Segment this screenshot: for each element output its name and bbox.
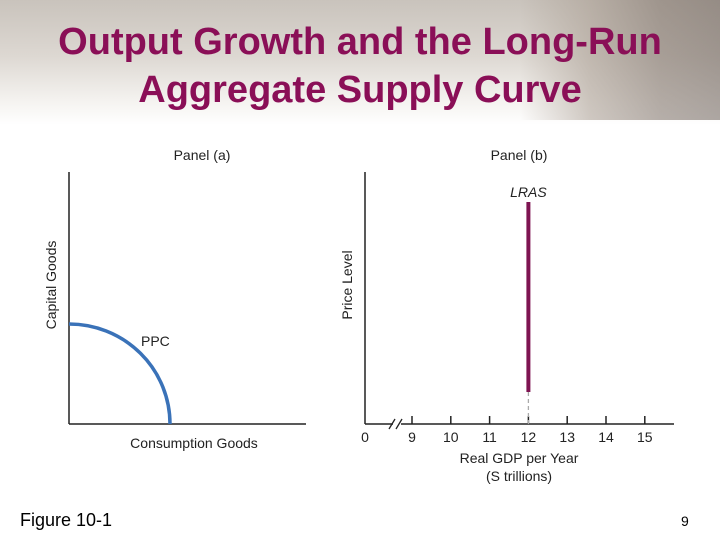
panel-a: Panel (a) Capital Goods Consumption Good… [43,147,306,451]
page-number: 9 [681,513,689,529]
axis-break-mark-1 [388,418,396,430]
panel-a-x-label: Consumption Goods [130,435,258,451]
header-photo [520,0,720,120]
ppc-curve [68,322,172,425]
x-tick-label: 13 [559,429,575,445]
x-tick-label: 10 [443,429,459,445]
panel-b-title: Panel (b) [491,147,548,163]
panel-b-y-label: Price Level [339,250,355,319]
x-axis-ticks: 9 10 11 12 13 14 15 [408,416,653,445]
panel-b: Panel (b) Price Level 0 9 10 11 12 13 14 15 LR… [339,147,674,484]
panel-a-title: Panel (a) [174,147,231,163]
x-tick-label: 9 [408,429,416,445]
x-tick-label: 14 [598,429,614,445]
panel-a-y-label: Capital Goods [43,241,59,330]
ppc-label: PPC [141,333,170,349]
figure-label: Figure 10-1 [20,510,113,530]
axis-break-mark-2 [395,418,403,430]
origin-label: 0 [361,429,369,445]
slide-title: Output Growth and the Long-Run Aggregate… [58,21,662,111]
x-tick-label: 15 [637,429,653,445]
panel-b-x-label-line1: Real GDP per Year [460,450,579,466]
x-tick-label: 12 [521,429,537,445]
x-tick-label: 11 [482,429,497,445]
panel-b-x-label-line2: (S trillions) [486,468,552,484]
lras-label: LRAS [510,184,547,200]
